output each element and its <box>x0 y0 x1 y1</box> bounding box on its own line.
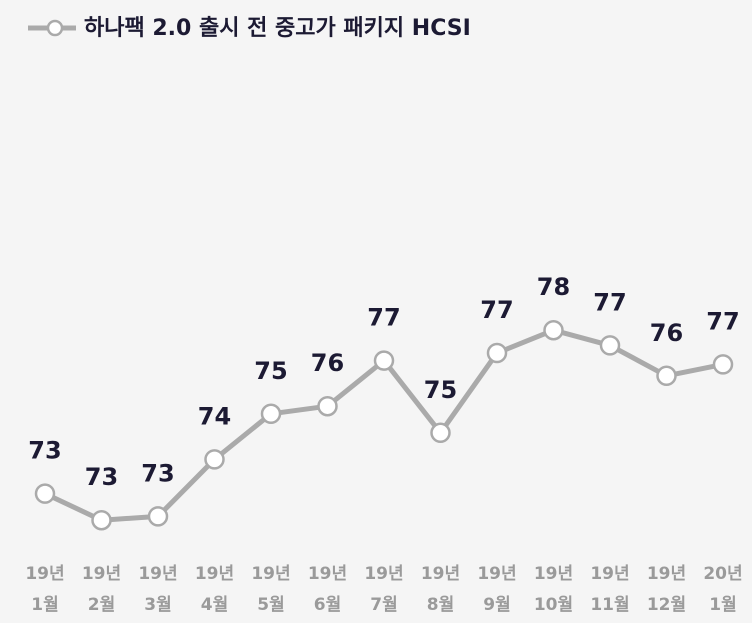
data-label: 76 <box>650 319 683 347</box>
x-tick-label: 4월 <box>201 595 228 615</box>
x-tick-label: 19년 <box>195 564 234 584</box>
x-tick-label: 7월 <box>370 595 397 615</box>
data-label: 76 <box>311 349 344 377</box>
x-tick-label: 19년 <box>25 564 64 584</box>
x-tick-label: 19년 <box>82 564 121 584</box>
data-label: 77 <box>367 304 400 332</box>
point <box>712 354 734 375</box>
point <box>260 403 282 425</box>
x-tick-label: 19년 <box>138 564 177 584</box>
data-label: 77 <box>480 296 513 324</box>
x-tick-label: 10월 <box>534 595 573 615</box>
data-label: 74 <box>198 402 231 430</box>
legend-marker <box>46 19 64 37</box>
point <box>317 395 338 417</box>
x-tick-label: 5월 <box>257 595 284 615</box>
legend-label: 하나팩 2.0 출시 전 중고가 패키지 HCSI <box>84 16 471 41</box>
x-tick-label: 9월 <box>483 595 510 615</box>
data-label: 75 <box>254 357 287 385</box>
x-tick-label: 19년 <box>477 564 516 584</box>
x-tick-label: 6월 <box>314 595 341 615</box>
x-tick-label: 19년 <box>421 564 460 584</box>
x-tick-label: 19년 <box>647 564 686 584</box>
x-tick-label: 20년 <box>703 564 742 584</box>
point <box>599 335 621 356</box>
data-label: 77 <box>706 307 739 335</box>
x-tick-label: 19년 <box>590 564 629 584</box>
x-tick-label: 19년 <box>364 564 403 584</box>
x-tick-label: 11월 <box>590 595 629 615</box>
data-label: 77 <box>593 288 626 316</box>
point <box>656 365 677 387</box>
x-tick-label: 1월 <box>31 595 58 615</box>
data-label: 75 <box>424 376 457 404</box>
x-tick-label: 19년 <box>534 564 573 584</box>
point <box>34 483 56 504</box>
data-label: 73 <box>85 463 118 491</box>
point <box>204 449 225 470</box>
point <box>430 422 451 444</box>
x-tick-label: 12월 <box>647 595 686 615</box>
point <box>147 506 169 527</box>
data-label: 73 <box>141 459 174 487</box>
data-label: 73 <box>28 437 61 465</box>
data-label: 78 <box>537 273 570 301</box>
x-tick-label: 2월 <box>88 595 115 615</box>
point <box>91 509 112 531</box>
point <box>486 342 508 364</box>
x-tick-label: 8월 <box>427 595 454 615</box>
point <box>543 319 564 341</box>
x-tick-label: 19년 <box>251 564 290 584</box>
x-tick-label: 1월 <box>709 595 736 615</box>
point <box>373 350 395 371</box>
x-tick-label: 19년 <box>308 564 347 584</box>
x-tick-label: 3월 <box>144 595 171 615</box>
